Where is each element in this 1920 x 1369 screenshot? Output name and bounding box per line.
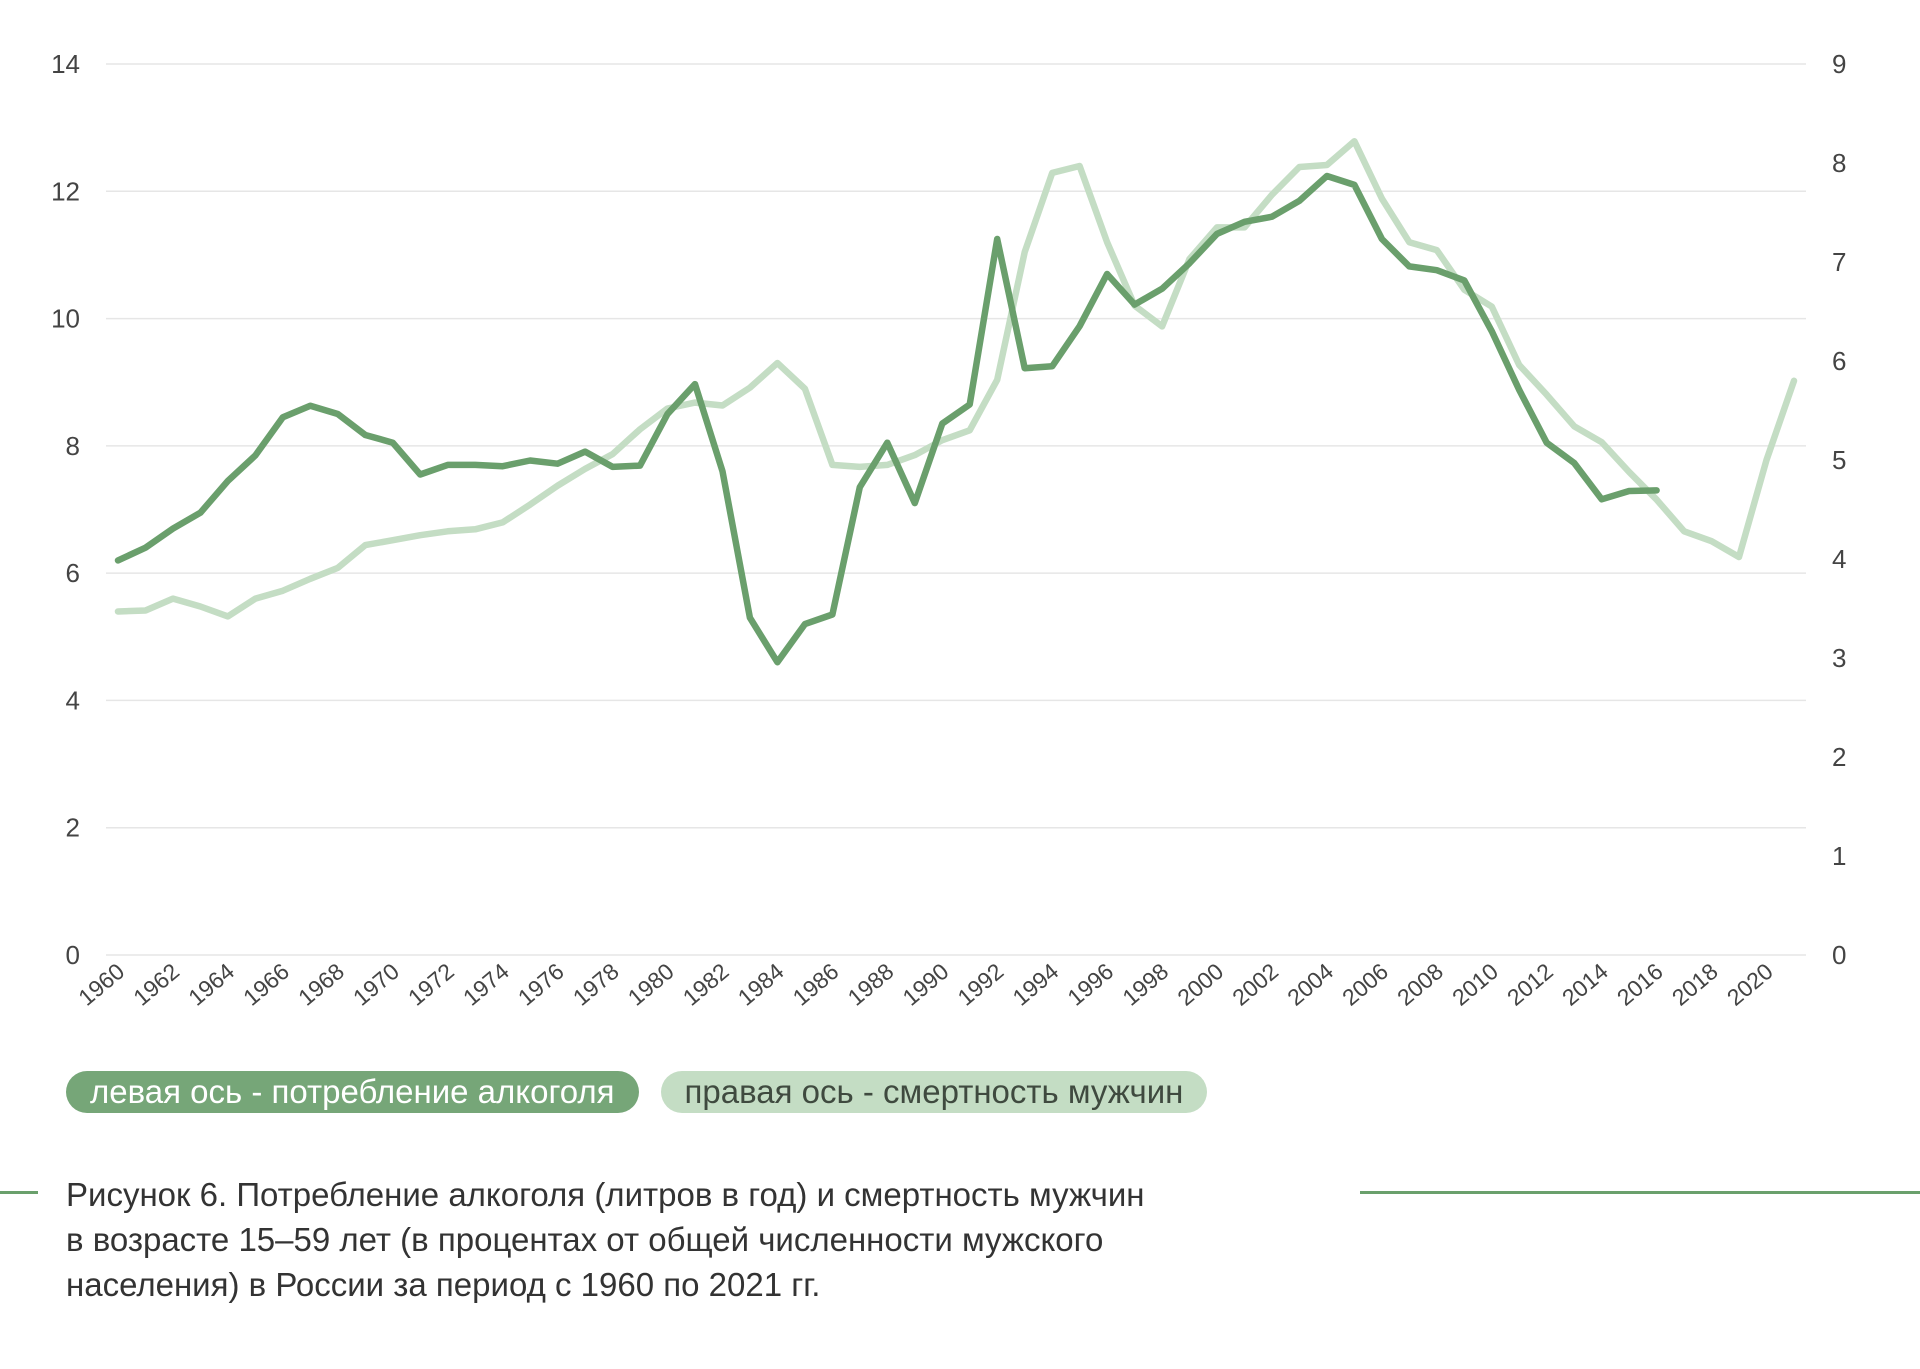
x-tick-label: 1992 [953,958,1009,1011]
x-tick-label: 1964 [183,958,239,1011]
figure-caption: Рисунок 6. Потребление алкоголя (литров … [66,1172,1356,1307]
right-y-tick-label: 0 [1832,940,1846,970]
x-tick-label: 1966 [238,958,294,1011]
legend-item-male-mortality: правая ось - смертность мужчин [660,1071,1208,1113]
x-tick-label: 1978 [568,958,624,1011]
x-tick-label: 2008 [1392,958,1448,1011]
x-tick-label: 1984 [733,958,789,1011]
left-y-axis: 0 2 4 6 8 10 12 14 [51,49,80,970]
x-tick-label: 1990 [898,958,954,1011]
x-tick-label: 1998 [1117,958,1173,1011]
right-y-tick-label: 4 [1832,544,1846,574]
left-y-tick-label: 0 [66,940,80,970]
x-tick-label: 1976 [513,958,569,1011]
x-tick-label: 1994 [1007,958,1063,1011]
right-y-tick-label: 2 [1832,742,1846,772]
right-y-tick-label: 7 [1832,247,1846,277]
left-y-tick-label: 14 [51,49,80,79]
caption-line-3: населения) в России за период с 1960 по … [66,1266,821,1303]
x-tick-label: 2012 [1502,958,1558,1011]
left-y-tick-label: 12 [51,176,80,206]
x-tick-label: 1980 [623,958,679,1011]
x-tick-label: 1974 [458,958,514,1011]
right-y-axis: 0 1 2 3 4 5 6 7 8 9 [1832,49,1846,970]
x-tick-label: 2004 [1282,958,1338,1011]
caption-line-2: в возрасте 15–59 лет (в процентах от общ… [66,1221,1104,1258]
x-tick-label: 1982 [678,958,734,1011]
x-tick-label: 1968 [293,958,349,1011]
chart-legend: левая ось - потребление алкоголя правая … [66,1071,1208,1113]
left-y-tick-label: 8 [66,431,80,461]
x-tick-label: 2018 [1667,958,1723,1011]
x-tick-label: 2016 [1612,958,1668,1011]
x-tick-label: 2006 [1337,958,1393,1011]
x-tick-label: 1960 [73,958,129,1011]
caption-rule-right [1360,1191,1920,1194]
right-y-tick-label: 1 [1832,841,1846,871]
left-y-tick-label: 10 [51,304,80,334]
x-tick-label: 1970 [348,958,404,1011]
left-y-tick-label: 6 [66,558,80,588]
right-y-tick-label: 8 [1832,148,1846,178]
series-line-alcohol-consumption [114,172,1660,666]
x-axis: 1960 1962 1964 1966 1968 1970 1972 1974 1976 1978… [73,958,1777,1011]
left-y-tick-label: 2 [66,813,80,843]
x-tick-label: 2002 [1227,958,1283,1011]
x-tick-label: 2014 [1557,958,1613,1011]
right-y-tick-label: 5 [1832,445,1846,475]
right-y-tick-label: 3 [1832,643,1846,673]
x-tick-label: 1972 [403,958,459,1011]
grid-lines [106,63,1806,956]
series-line-male-mortality [114,137,1798,620]
right-y-tick-label: 9 [1832,49,1846,79]
x-tick-label: 2020 [1722,958,1778,1011]
x-tick-label: 1962 [128,958,184,1011]
caption-line-1: Рисунок 6. Потребление алкоголя (литров … [66,1176,1145,1213]
x-tick-label: 1988 [843,958,899,1011]
x-tick-label: 1996 [1062,958,1118,1011]
x-tick-label: 1986 [788,958,844,1011]
right-y-tick-label: 6 [1832,346,1846,376]
legend-item-alcohol-consumption: левая ось - потребление алкоголя [66,1071,639,1113]
series-lines [114,137,1798,666]
x-tick-label: 2000 [1172,958,1228,1011]
left-y-tick-label: 4 [66,685,80,715]
x-tick-label: 2010 [1447,958,1503,1011]
caption-rule-left [0,1191,38,1194]
